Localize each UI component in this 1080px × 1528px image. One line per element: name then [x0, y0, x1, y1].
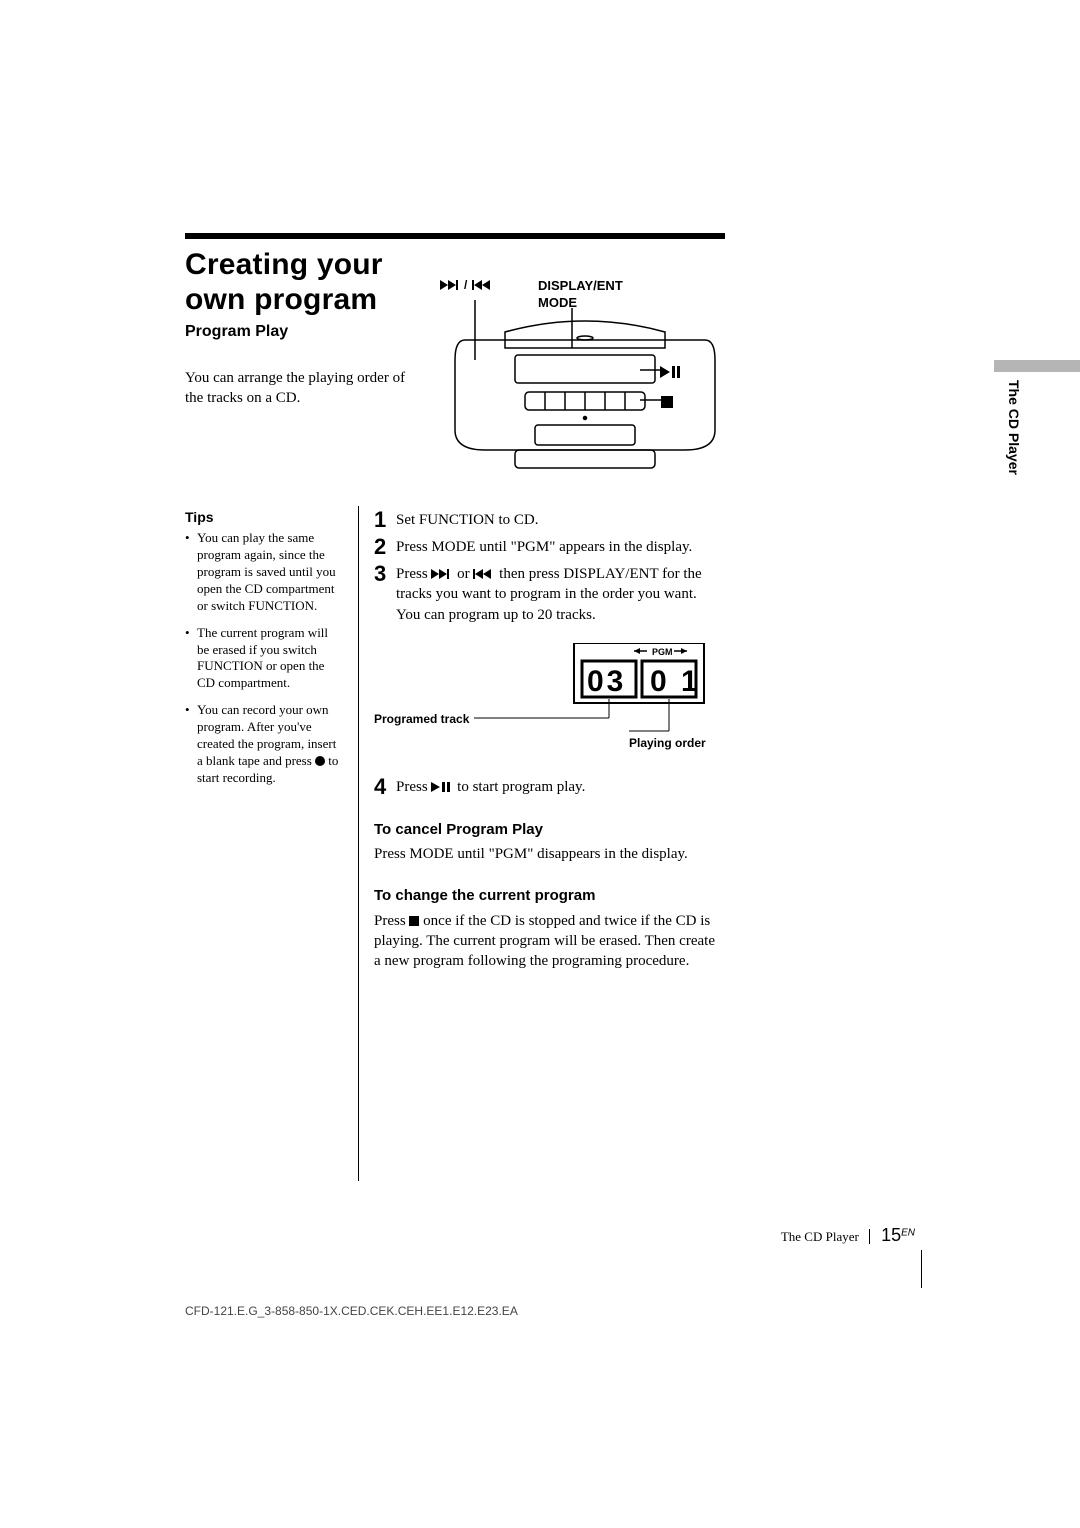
step-frag: Press [396, 566, 431, 582]
footer-page-number: 15 [881, 1225, 901, 1245]
steps-column: 1 Set FUNCTION to CD. 2 Press MODE until… [374, 508, 724, 971]
step-row: 1 Set FUNCTION to CD. [374, 508, 724, 531]
play-pause-icon [431, 781, 453, 793]
column-divider [358, 506, 359, 1181]
tip-item: The current program will be erased if yo… [185, 625, 340, 693]
tip-item: You can record your own program. After y… [185, 702, 340, 786]
section-tab-bar [994, 360, 1080, 372]
step-number: 1 [374, 508, 396, 531]
programed-track-label: Programed track [374, 711, 469, 727]
page-subtitle: Program Play [185, 323, 435, 341]
change-frag: once if the CD is stopped and twice if t… [374, 913, 715, 970]
tip-item: You can play the same program again, sin… [185, 530, 340, 614]
label-display-ent: DISPLAY/ENT [538, 278, 623, 293]
title-rule [185, 233, 725, 239]
step-row: 3 Press or then press DISPLAY/ENT for th… [374, 562, 724, 625]
footer-right: The CD Player 15EN [781, 1225, 915, 1246]
step-text: Press MODE until "PGM" appears in the di… [396, 535, 724, 557]
step-row: 4 Press to start program play. [374, 775, 724, 798]
display-diagram: PGM 03 0 1 Programed track Playing order [474, 643, 734, 753]
cancel-text: Press MODE until "PGM" disappears in the… [374, 844, 724, 864]
svg-text:0 1: 0 1 [650, 665, 701, 698]
playing-order-label: Playing order [629, 735, 706, 751]
svg-text:PGM: PGM [652, 647, 673, 657]
step-number: 3 [374, 562, 396, 585]
section-tab-label: The CD Player [1006, 380, 1022, 475]
svg-text:03: 03 [587, 665, 626, 698]
fwd-rew-icon: / [440, 278, 500, 292]
cancel-heading: To cancel Program Play [374, 820, 724, 840]
footer-doc-id: CFD-121.E.G_3-858-850-1X.CED.CEK.CEH.EE1… [185, 1304, 518, 1318]
step-number: 4 [374, 775, 396, 798]
rewind-icon [473, 568, 495, 580]
label-prev-next: / [440, 278, 500, 295]
svg-text:/: / [464, 278, 468, 292]
page-title: Creating your own program [185, 248, 435, 317]
stop-icon [409, 916, 419, 926]
change-frag: Press [374, 913, 409, 929]
title-block: Creating your own program Program Play [185, 248, 435, 341]
footer-lang: EN [901, 1228, 915, 1239]
change-text: Press once if the CD is stopped and twic… [374, 911, 724, 972]
tips-column: Tips You can play the same program again… [185, 508, 340, 797]
step-row: 2 Press MODE until "PGM" appears in the … [374, 535, 724, 558]
step-text: Press or then press DISPLAY/ENT for the … [396, 562, 724, 625]
step-text: Set FUNCTION to CD. [396, 508, 724, 530]
step-number: 2 [374, 535, 396, 558]
device-line-art [445, 300, 725, 485]
step-frag: to start program play. [457, 779, 585, 795]
tips-heading: Tips [185, 508, 340, 526]
record-dot-icon [315, 756, 325, 766]
footer-vline [921, 1250, 922, 1288]
step-frag: Press [396, 779, 431, 795]
change-heading: To change the current program [374, 886, 724, 906]
manual-page: Creating your own program Program Play Y… [0, 0, 1080, 1528]
step-text: Press to start program play. [396, 775, 724, 797]
intro-text: You can arrange the playing order of the… [185, 368, 420, 409]
footer-section-label: The CD Player [781, 1229, 870, 1244]
fast-forward-icon [431, 568, 453, 580]
step-frag: or [457, 566, 473, 582]
